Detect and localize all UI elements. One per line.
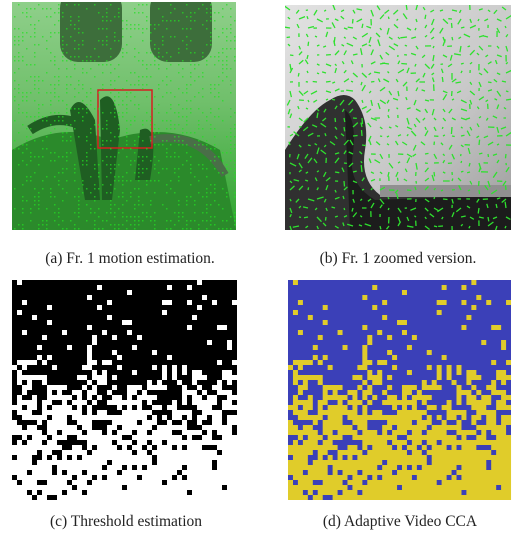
threshold-image — [12, 280, 237, 500]
motion-image — [12, 0, 236, 230]
caption: (c) Threshold estimation — [50, 513, 202, 530]
dark-shape — [60, 0, 122, 62]
cca-image — [288, 280, 511, 500]
figure: (a) Fr. 1 motion estimation. (b) Fr. 1 z… — [0, 0, 516, 540]
caption: (a) Fr. 1 motion estimation. — [45, 250, 215, 267]
caption: (b) Fr. 1 zoomed version. — [320, 250, 477, 267]
gray-band — [380, 185, 511, 197]
zoom-image — [283, 4, 512, 233]
caption: (d) Adaptive Video CCA — [323, 513, 478, 530]
